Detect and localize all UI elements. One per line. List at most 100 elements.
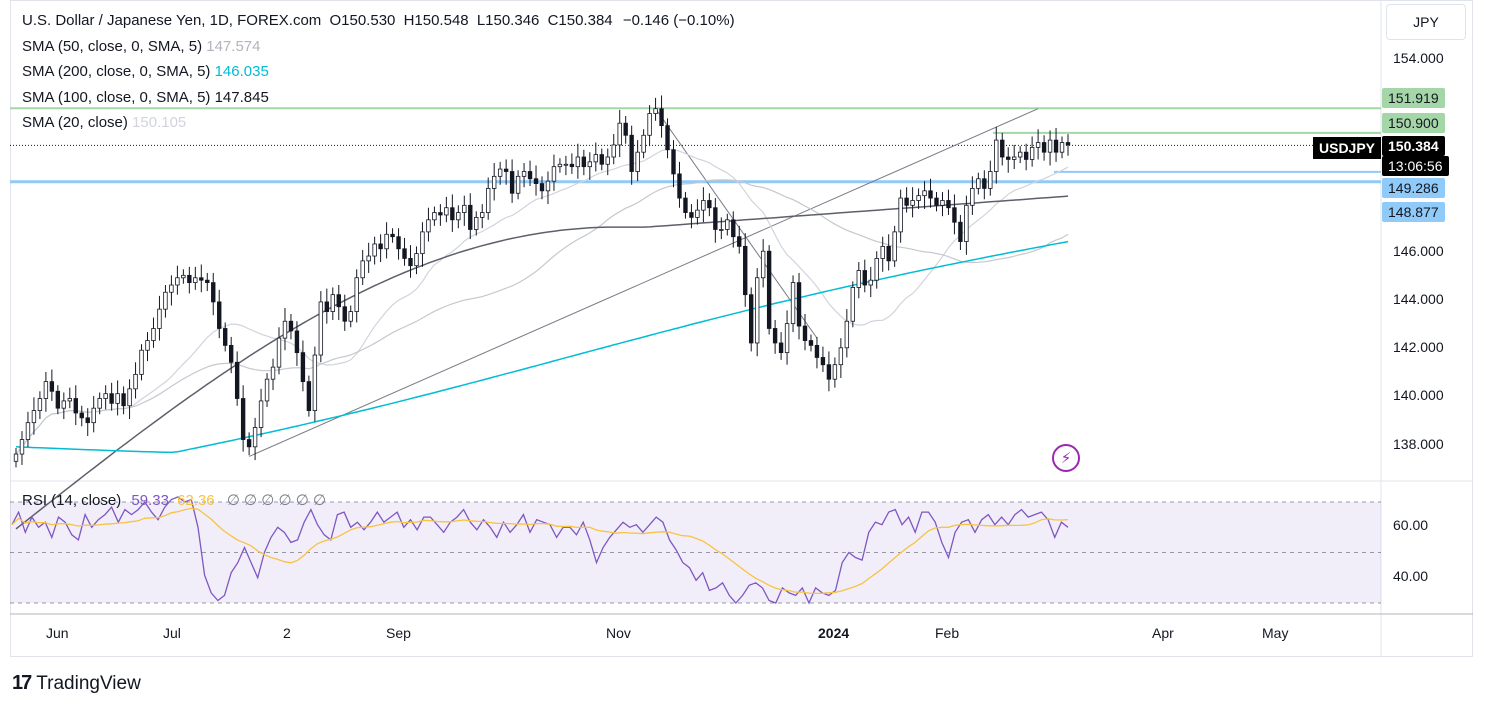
high-value: 150.548	[414, 12, 469, 29]
candle	[270, 358, 276, 391]
candle	[1012, 144, 1017, 170]
candle	[187, 266, 192, 294]
candle	[802, 313, 808, 351]
candle	[515, 170, 521, 200]
candle	[348, 305, 353, 328]
candle	[754, 268, 760, 357]
candle-body	[228, 344, 234, 363]
candle	[946, 189, 951, 215]
candle	[665, 118, 670, 159]
candle	[653, 97, 658, 121]
candle-body	[258, 400, 264, 428]
candle	[671, 140, 676, 188]
candle-body	[904, 197, 909, 206]
rsi-tick: 40.00	[1393, 568, 1429, 584]
candle-body	[163, 291, 168, 310]
candle-body	[593, 154, 598, 163]
candle-body	[336, 294, 341, 308]
candle	[115, 380, 120, 416]
candle-body	[826, 364, 832, 380]
candle	[444, 196, 449, 223]
level-label: 149.286	[1382, 178, 1445, 198]
candle	[49, 369, 55, 401]
candle-body	[450, 207, 455, 221]
candle	[354, 269, 359, 323]
candle-body	[623, 122, 628, 136]
candle-body	[462, 204, 467, 213]
candle	[91, 396, 96, 433]
candle	[814, 336, 820, 369]
candle	[1000, 132, 1005, 166]
candle-body	[37, 398, 43, 411]
candle	[390, 228, 395, 243]
candle	[988, 160, 993, 196]
candle-body	[521, 171, 527, 177]
low-label: L	[476, 12, 486, 29]
indicator-sma200[interactable]: SMA (200, close, 0, SMA, 5) 146.035	[22, 59, 735, 85]
tradingview-logo[interactable]: 17 TradingView	[12, 672, 141, 695]
candle-body	[958, 221, 963, 242]
candle-body	[928, 190, 933, 199]
candle	[1041, 135, 1047, 161]
candle-body	[629, 134, 634, 172]
candle	[575, 143, 581, 179]
candle	[1059, 136, 1065, 159]
candle	[766, 245, 772, 335]
lightning-bolt-icon[interactable]: ⚡	[1052, 444, 1080, 472]
candle	[228, 336, 234, 374]
candle-body	[635, 151, 640, 172]
y-tick: 144.000	[1393, 291, 1444, 307]
candle-body	[575, 156, 581, 168]
candle	[330, 287, 335, 321]
rsi-ma-line	[11, 507, 1069, 595]
indicator-value: 146.035	[214, 63, 269, 80]
candle-body	[491, 175, 497, 189]
candle-body	[677, 173, 682, 199]
candle	[73, 385, 78, 426]
candle-body	[707, 200, 712, 209]
trendline-up	[248, 108, 1039, 457]
currency-selector[interactable]: JPY	[1386, 4, 1466, 40]
candle	[223, 322, 228, 352]
indicator-sma50[interactable]: SMA (50, close, 0, SMA, 5) 147.574	[22, 34, 735, 60]
candle	[372, 236, 377, 265]
candle-body	[587, 161, 593, 168]
x-tick: Jul	[163, 625, 181, 641]
candle	[743, 233, 748, 307]
candle-body	[396, 236, 401, 250]
rsi-legend[interactable]: RSI (14, close) 59.33 62.36 ∅ ∅ ∅ ∅ ∅ ∅	[22, 491, 326, 509]
candle	[145, 332, 150, 362]
candle-body	[360, 260, 365, 279]
candle-body	[970, 188, 975, 206]
indicator-sma100[interactable]: SMA (100, close, 0, SMA, 5) 147.845	[22, 85, 735, 111]
candle	[539, 176, 545, 200]
candle	[294, 321, 300, 366]
y-tick: 146.000	[1393, 243, 1444, 259]
candle-body	[378, 243, 383, 250]
last-price-tag: 150.384	[1382, 136, 1445, 156]
candle-body	[1000, 139, 1005, 158]
candle-body	[683, 197, 688, 213]
sma100-line	[15, 195, 1069, 530]
candle	[958, 214, 963, 250]
candle	[551, 154, 557, 191]
candle-body	[282, 320, 288, 339]
candle	[1047, 130, 1053, 166]
candle	[258, 388, 264, 438]
candle-body	[127, 388, 132, 407]
candle	[772, 320, 778, 354]
candle	[886, 234, 891, 271]
candle	[689, 204, 694, 229]
candle-body	[988, 171, 993, 189]
candle	[109, 382, 114, 411]
rsi-line	[11, 496, 1069, 605]
candle	[868, 266, 873, 298]
candle	[468, 193, 473, 240]
x-tick: Feb	[935, 625, 960, 641]
candle-body	[25, 422, 31, 440]
candle-body	[330, 294, 335, 312]
y-tick: 140.000	[1393, 387, 1444, 403]
indicator-sma20[interactable]: SMA (20, close) 150.105	[22, 110, 735, 136]
candle-body	[838, 347, 844, 366]
